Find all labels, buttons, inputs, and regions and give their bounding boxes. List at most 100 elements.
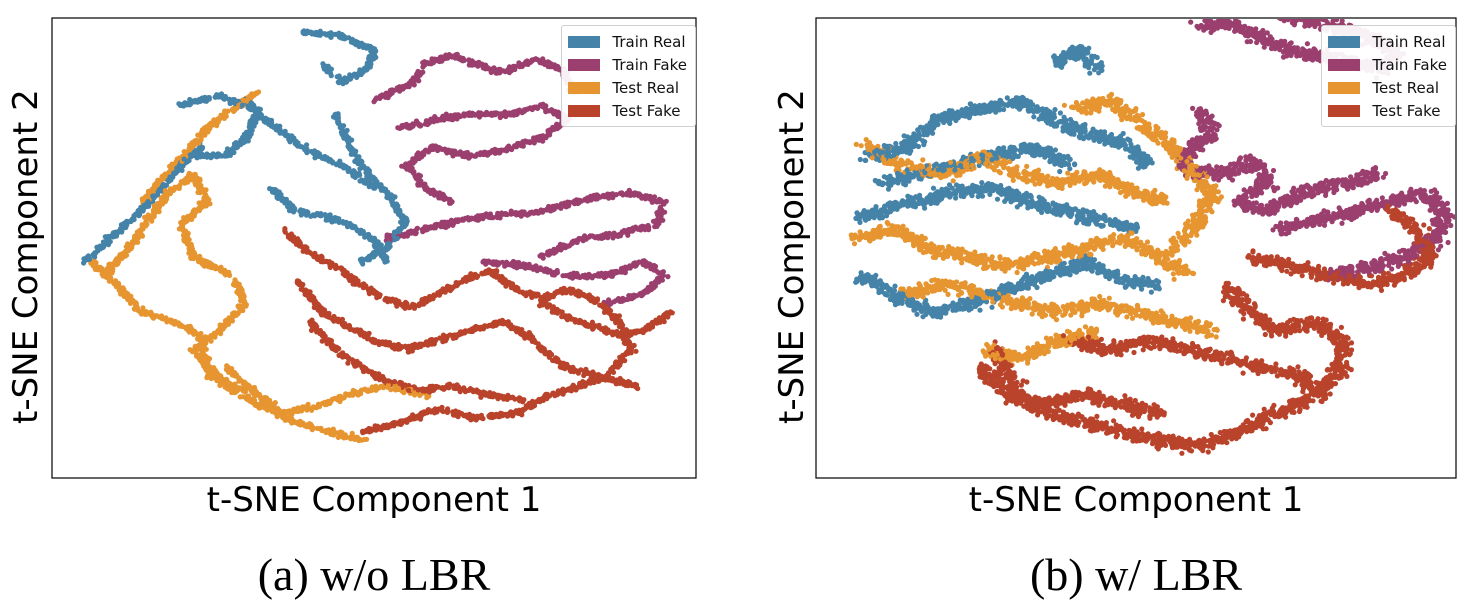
point-train-fake [627, 263, 633, 269]
point-test-real [424, 393, 430, 399]
point-train-fake [430, 188, 437, 194]
point-test-fake [559, 314, 565, 320]
point-test-real [298, 407, 305, 413]
point-test-fake [501, 394, 507, 400]
point-test-fake [350, 357, 356, 364]
point-test-real [189, 214, 195, 220]
point-train-fake [521, 139, 528, 145]
point-train-fake [481, 258, 487, 264]
point-test-real [109, 270, 115, 276]
point-train-real [245, 138, 251, 144]
point-train-fake [557, 67, 563, 73]
point-test-fake [350, 281, 356, 287]
point-train-real [358, 162, 365, 168]
point-train-real [220, 93, 226, 99]
point-test-fake [479, 415, 486, 421]
point-train-fake [601, 194, 607, 200]
point-train-fake [426, 120, 432, 126]
point-test-fake [375, 423, 381, 429]
point-train-real [370, 184, 376, 190]
point-test-fake [322, 258, 328, 264]
point-test-fake [463, 277, 469, 283]
point-train-fake [633, 263, 639, 269]
point-test-real [314, 425, 320, 431]
point-train-fake [606, 230, 613, 236]
point-test-fake [486, 392, 492, 398]
point-test-fake [596, 322, 602, 328]
point-train-real [374, 179, 380, 185]
point-test-fake [381, 422, 387, 428]
point-test-real [181, 180, 187, 186]
point-test-fake [378, 427, 384, 433]
point-train-fake [462, 215, 468, 221]
point-test-real [180, 221, 186, 227]
point-train-real [358, 259, 365, 265]
point-train-fake [594, 235, 601, 241]
point-test-fake [308, 321, 314, 327]
point-train-fake [395, 125, 401, 131]
point-train-fake [460, 56, 466, 62]
point-train-fake [569, 275, 576, 281]
point-test-fake [338, 265, 344, 271]
point-test-fake [468, 271, 474, 277]
point-test-fake [626, 342, 632, 348]
point-train-real [392, 194, 398, 200]
point-train-real [182, 100, 188, 106]
point-train-real [371, 254, 377, 260]
point-test-real [355, 436, 361, 442]
point-train-real [382, 259, 388, 265]
point-test-real [140, 305, 146, 311]
point-train-fake [619, 191, 625, 197]
point-train-fake [576, 235, 582, 242]
scatter-points [81, 28, 675, 444]
point-test-fake [589, 370, 595, 376]
point-train-real [332, 218, 338, 224]
point-train-fake [400, 233, 406, 239]
point-train-fake [514, 265, 520, 271]
point-test-real [186, 170, 192, 176]
point-train-real [214, 92, 220, 98]
point-test-fake [440, 332, 447, 338]
point-train-fake [503, 259, 510, 265]
point-test-real [195, 336, 201, 342]
point-test-fake [395, 420, 401, 426]
point-test-real [321, 400, 327, 406]
point-test-fake [466, 387, 472, 393]
point-test-real [196, 200, 202, 206]
point-train-real [346, 139, 352, 145]
point-test-real [216, 328, 222, 334]
point-train-real [318, 213, 324, 219]
point-test-fake [544, 297, 550, 303]
point-test-fake [538, 299, 544, 305]
point-train-fake [512, 66, 518, 73]
point-train-real [383, 253, 389, 259]
point-train-real [328, 73, 334, 79]
point-train-fake [420, 64, 426, 70]
point-train-fake [617, 269, 623, 275]
point-test-fake [544, 396, 550, 402]
point-test-fake [550, 304, 557, 310]
point-train-real [333, 31, 340, 37]
point-test-real [159, 198, 165, 204]
point-test-real [148, 311, 154, 317]
point-train-fake [543, 107, 549, 113]
point-test-fake [550, 294, 557, 300]
point-test-fake [639, 327, 646, 333]
point-train-fake [426, 187, 433, 193]
point-test-real [370, 386, 376, 392]
point-test-fake [484, 323, 490, 329]
point-train-real [339, 131, 345, 137]
point-train-real [330, 159, 336, 165]
point-test-fake [533, 293, 540, 299]
point-test-real [203, 346, 209, 352]
point-test-fake [459, 411, 465, 417]
point-test-real [214, 118, 220, 124]
point-test-real [225, 271, 231, 277]
point-test-fake [312, 250, 318, 256]
point-test-real [356, 389, 362, 395]
point-test-fake [532, 339, 539, 345]
point-test-fake [536, 396, 542, 403]
point-test-real [310, 404, 316, 410]
point-train-fake [665, 274, 671, 280]
point-train-real [117, 228, 123, 234]
